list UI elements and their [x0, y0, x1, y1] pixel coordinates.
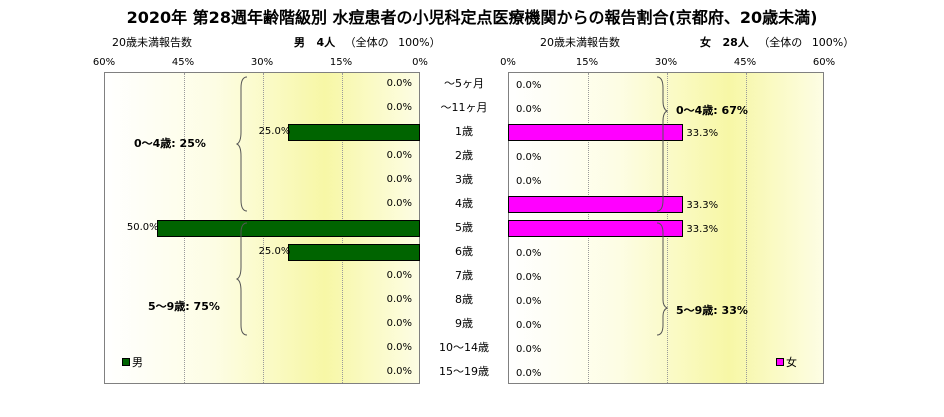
- category-label: 10～14歳: [439, 341, 489, 354]
- right-header: 女 28人 （全体の 100%）: [700, 34, 854, 50]
- category-label: 4歳: [455, 197, 473, 210]
- category-label: 5歳: [455, 221, 473, 234]
- category-label: 3歳: [455, 173, 473, 186]
- legend-male-swatch: [122, 358, 130, 366]
- female-value-label: 0.0%: [516, 320, 542, 331]
- left-tick-label: 60%: [92, 57, 116, 68]
- right-summary-0-4: 0～4歳: 67%: [676, 104, 748, 117]
- male-value-label: 25.0%: [258, 126, 291, 137]
- female-value-label: 33.3%: [686, 128, 719, 139]
- legend-female-label: 女: [786, 356, 797, 369]
- category-label: 7歳: [455, 269, 473, 282]
- category-label: 2歳: [455, 149, 473, 162]
- left-header-share-value: 100%）: [398, 36, 441, 49]
- right-brace-0-4: [656, 76, 669, 212]
- left-axis-label: 20歳未満報告数: [112, 36, 192, 49]
- female-value-label: 0.0%: [516, 80, 542, 91]
- female-value-label: 0.0%: [516, 104, 542, 115]
- right-header-share-label: （全体の: [758, 36, 803, 49]
- left-tick-label: 30%: [250, 57, 274, 68]
- right-axis-label: 20歳未満報告数: [540, 36, 620, 49]
- category-label: 15～19歳: [439, 365, 489, 378]
- category-label: 1歳: [455, 125, 473, 138]
- male-value-label: 0.0%: [386, 150, 412, 161]
- female-bar: [508, 220, 684, 237]
- right-tick-label: 60%: [812, 57, 836, 68]
- category-label: 6歳: [455, 245, 473, 258]
- left-summary-0-4: 0～4歳: 25%: [134, 137, 206, 150]
- male-bar: [288, 124, 420, 141]
- male-value-label: 0.0%: [386, 102, 412, 113]
- left-header: 男 4人 （全体の 100%）: [294, 34, 441, 50]
- left-tick-label: 15%: [329, 57, 353, 68]
- female-value-label: 0.0%: [516, 368, 542, 379]
- category-label: 9歳: [455, 317, 473, 330]
- right-header-sex: 女: [700, 36, 711, 49]
- right-tick-label: 30%: [654, 57, 678, 68]
- male-value-label: 0.0%: [386, 294, 412, 305]
- right-summary-5-9: 5～9歳: 33%: [676, 304, 748, 317]
- category-label: ～5ヶ月: [444, 77, 484, 90]
- right-tick-label: 0%: [500, 57, 516, 68]
- male-value-label: 0.0%: [386, 78, 412, 89]
- category-label: 8歳: [455, 293, 473, 306]
- right-header-count: 28人: [722, 36, 749, 49]
- female-value-label: 0.0%: [516, 248, 542, 259]
- female-value-label: 0.0%: [516, 296, 542, 307]
- legend-female: 女: [776, 354, 797, 370]
- right-tick-label: 15%: [575, 57, 599, 68]
- legend-female-swatch: [776, 358, 784, 366]
- male-value-label: 0.0%: [386, 318, 412, 329]
- left-header-count: 4人: [316, 36, 336, 49]
- left-brace-5-9: [235, 222, 248, 336]
- left-tick-label: 0%: [412, 57, 428, 68]
- male-value-label: 0.0%: [386, 270, 412, 281]
- left-header-sex: 男: [294, 36, 305, 49]
- left-tick-label: 45%: [171, 57, 195, 68]
- female-value-label: 0.0%: [516, 152, 542, 163]
- male-bar: [156, 220, 420, 237]
- right-header-share-value: 100%）: [811, 36, 855, 49]
- chart-title: 2020年 第28週年齢階級別 水痘患者の小児科定点医療機関からの報告割合(京都…: [126, 8, 818, 27]
- right-gridline: [746, 73, 747, 383]
- male-value-label: 0.0%: [386, 198, 412, 209]
- male-value-label: 50.0%: [126, 222, 159, 233]
- legend-male-label: 男: [132, 356, 143, 369]
- right-brace-5-9: [656, 222, 669, 336]
- male-value-label: 0.0%: [386, 342, 412, 353]
- category-label: ～11ヶ月: [440, 101, 488, 114]
- male-value-label: 0.0%: [386, 366, 412, 377]
- right-tick-label: 45%: [733, 57, 757, 68]
- female-value-label: 33.3%: [686, 224, 719, 235]
- left-header-share-label: （全体の: [344, 36, 389, 49]
- left-brace-0-4: [235, 76, 248, 212]
- left-summary-5-9: 5～9歳: 75%: [148, 300, 220, 313]
- female-value-label: 33.3%: [686, 200, 719, 211]
- female-bar: [508, 196, 684, 213]
- female-bar: [508, 124, 684, 141]
- male-value-label: 25.0%: [258, 246, 291, 257]
- male-bar: [288, 244, 420, 261]
- female-value-label: 0.0%: [516, 176, 542, 187]
- male-value-label: 0.0%: [386, 174, 412, 185]
- female-value-label: 0.0%: [516, 344, 542, 355]
- female-value-label: 0.0%: [516, 272, 542, 283]
- legend-male: 男: [122, 354, 143, 370]
